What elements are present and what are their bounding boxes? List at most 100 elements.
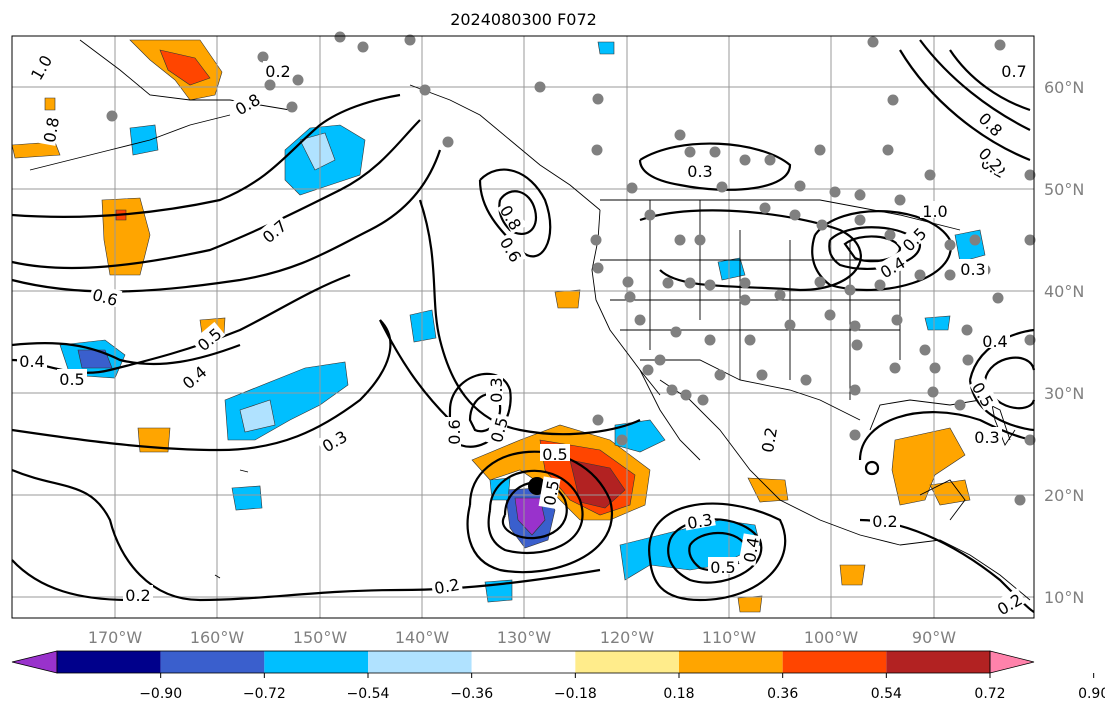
station-marker [914, 269, 926, 281]
contour-plains3 [811, 210, 952, 292]
contour-label: 0.4 [982, 332, 1007, 351]
coast-gulf [869, 399, 1011, 441]
station-marker [106, 110, 118, 122]
border-us-mexico [640, 359, 861, 421]
contour-storm2 [487, 469, 584, 554]
colorbar-segment [679, 651, 783, 673]
colorbar-segment [264, 651, 368, 673]
station-marker [592, 93, 604, 105]
station-marker [716, 181, 728, 193]
station-marker [814, 276, 826, 288]
station-marker [794, 180, 806, 192]
shade-cluster-light [239, 399, 276, 433]
contour-label: 0.8 [40, 116, 63, 144]
lon-tick-label: 160°W [190, 628, 245, 647]
station-marker [334, 31, 346, 43]
station-marker [697, 394, 709, 406]
contour-06 [11, 119, 421, 270]
station-marker [714, 369, 726, 381]
colorbar-tick-label: −0.72 [243, 686, 286, 702]
station-marker [924, 169, 936, 181]
lon-tick-label: 90°W [912, 628, 956, 647]
station-marker [709, 146, 721, 158]
station-marker [264, 79, 276, 91]
station-marker [882, 144, 894, 156]
contour-ne3 [949, 49, 1031, 112]
lon-tick-label: 140°W [395, 628, 450, 647]
station-marker [592, 262, 604, 274]
shade-east-blue [299, 132, 336, 171]
station-marker [844, 284, 856, 296]
colorbar-segment [886, 651, 990, 673]
colorbar-tick-label: −0.18 [554, 686, 597, 702]
contour-04 [11, 342, 241, 366]
map-title: 2024080300 F072 [450, 10, 597, 29]
station-marker [666, 384, 678, 396]
shade-orange-mex [747, 477, 789, 503]
colorbar-tick-label: 0.18 [663, 686, 694, 702]
shade-orange-south [839, 564, 866, 586]
station-marker [849, 320, 861, 332]
station-marker [654, 354, 666, 366]
colorbar-segment [782, 651, 887, 673]
station-marker [292, 74, 304, 86]
station-marker [1014, 494, 1026, 506]
contour-label: 0.6 [445, 419, 464, 444]
lon-tick-label: 100°W [804, 628, 859, 647]
station-marker [670, 326, 682, 338]
colorbar-segment [471, 651, 576, 673]
contour-label: 0.5 [540, 479, 563, 507]
contour-label: 1.0 [922, 202, 947, 221]
contour-label: 0.2 [125, 586, 150, 605]
station-marker [626, 182, 638, 194]
shade-orange-cuba [929, 479, 971, 506]
contour-label: 0.5 [710, 558, 735, 577]
station-marker [891, 314, 903, 326]
station-marker [867, 36, 879, 48]
station-marker [774, 289, 786, 301]
contour-label: 0.2 [872, 512, 897, 531]
station-marker [927, 386, 939, 398]
colorbar-extend-high [989, 650, 1035, 674]
station-marker [419, 84, 431, 96]
station-marker [644, 209, 656, 221]
colorbar-tick-label: 0.72 [974, 686, 1005, 702]
colorbar-tick-label: 0.36 [767, 686, 798, 702]
coast-yucatan [919, 479, 966, 521]
contour-coast1 [478, 168, 552, 258]
station-marker [286, 101, 298, 113]
colorbar-tick-label: −0.90 [139, 686, 182, 702]
colorbar-extend-low [11, 650, 58, 674]
station-marker [929, 362, 941, 374]
station-marker [739, 154, 751, 166]
station-marker [739, 277, 751, 289]
contour-label: 0.3 [974, 428, 999, 447]
station-marker [764, 154, 776, 166]
contour-label: 0.5 [59, 370, 84, 389]
contour-central [418, 199, 641, 436]
contour-label: 0.7 [1001, 62, 1026, 81]
station-marker [616, 434, 628, 446]
colorbar-segment [160, 651, 265, 673]
lat-tick-label: 30°N [1044, 384, 1084, 403]
contour-03 [11, 319, 392, 452]
station-marker [590, 234, 602, 246]
lat-tick-label: 40°N [1044, 282, 1084, 301]
lat-tick-label: 50°N [1044, 180, 1084, 199]
station-marker [642, 364, 654, 376]
station-marker [756, 369, 768, 381]
contour-label: 0.5 [542, 445, 567, 464]
contour-07 [11, 93, 401, 218]
shade-top-blue [597, 41, 615, 55]
station-marker [622, 276, 634, 288]
station-marker [357, 41, 369, 53]
station-marker [854, 214, 866, 226]
station-marker [814, 144, 826, 156]
coast-mexico [659, 379, 901, 546]
station-marker [684, 277, 696, 289]
station-marker [442, 136, 454, 148]
contour-label: 0.3 [686, 510, 714, 533]
contour-storm1 [501, 481, 568, 540]
shade-alaska-red [159, 49, 211, 86]
station-marker [829, 186, 841, 198]
